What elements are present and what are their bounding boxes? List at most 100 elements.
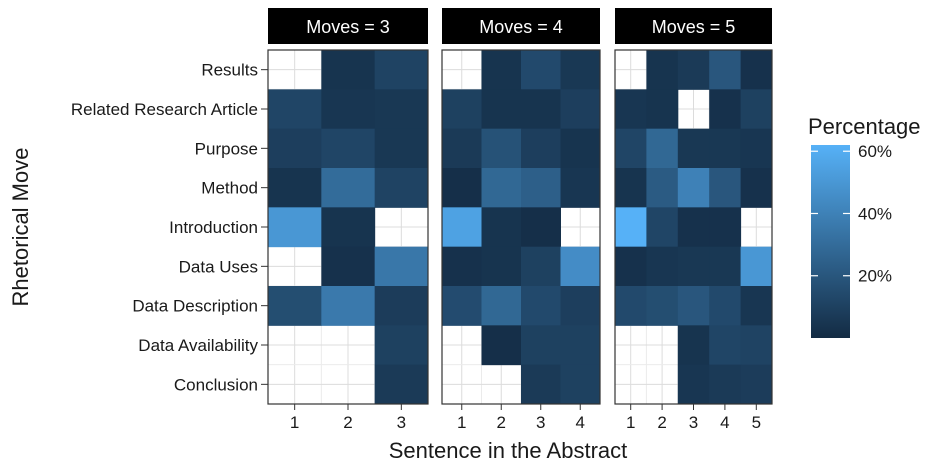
heatmap-tile [321,207,376,248]
heatmap-tile [521,50,561,90]
heatmap-tile [481,50,522,90]
y-tick-label: Results [201,61,258,80]
heatmap-tile [709,128,742,169]
heatmap-tile [646,128,679,169]
y-tick-label: Related Research Article [71,100,258,119]
heatmap-tile [321,286,376,326]
heatmap-tile [374,325,429,366]
heatmap-tile [560,325,601,366]
heatmap-tile [521,364,561,405]
heatmap-tile [560,168,601,208]
heatmap-tile [521,207,561,248]
heatmap-tile [677,128,710,169]
heatmap-tile [268,128,322,169]
heatmap-tile [442,128,482,169]
heatmap-tile [374,50,429,90]
heatmap-tile [321,168,376,208]
heatmap-tile [615,168,647,208]
x-tick-label: 1 [457,413,466,432]
heatmap-tile [560,50,601,90]
heatmap-tile [740,50,773,90]
heatmap-tile [442,89,482,130]
x-tick-label: 5 [752,413,761,432]
heatmap-tile [442,207,482,248]
x-tick-label: 4 [720,413,729,432]
heatmap-tile [709,207,742,248]
legend-tick-label: 40% [858,204,892,223]
heatmap-tile [374,168,429,208]
x-tick-label: 3 [536,413,545,432]
heatmap-tile [560,128,601,169]
heatmap-tile [646,207,679,248]
heatmap-tile [374,128,429,169]
heatmap-tile [481,89,522,130]
y-tick-label: Data Availability [138,336,258,355]
heatmap-tile [560,286,601,326]
heatmap-tile [321,246,376,287]
heatmap-tile [740,128,773,169]
facet-strip [615,8,772,44]
legend-tick-label: 60% [858,142,892,161]
facet-label: Moves = 4 [479,17,563,37]
heatmap-tile [740,89,773,130]
heatmap-tile [677,246,710,287]
heatmap-tile [677,364,710,405]
heatmap-tile [740,286,773,326]
x-tick-label: 3 [689,413,698,432]
heatmap-tile [709,50,742,90]
heatmap-tile [560,364,601,405]
y-tick-label: Introduction [169,218,258,237]
x-tick-label: 1 [626,413,635,432]
heatmap-tile [442,168,482,208]
x-axis-title: Sentence in the Abstract [389,438,628,461]
y-tick-label: Data Description [132,297,258,316]
heatmap-tile [481,128,522,169]
heatmap-tile [374,246,429,287]
heatmap-tile [321,50,376,90]
heatmap-tile [646,168,679,208]
y-axis-title: Rhetorical Move [8,148,33,307]
y-tick-label: Purpose [195,139,258,158]
heatmap-tile [521,286,561,326]
legend-colorbar [811,145,850,338]
heatmap-tile [615,286,647,326]
heatmap-tile [646,50,679,90]
x-tick-label: 2 [343,413,352,432]
heatmap-tile [321,89,376,130]
heatmap-tile [521,246,561,287]
heatmap-tile [442,286,482,326]
facet-label: Moves = 5 [652,17,736,37]
heatmap-tile [268,207,322,248]
heatmap-tile [709,89,742,130]
heatmap-tile [677,325,710,366]
heatmap-tile [481,286,522,326]
heatmap-tile [740,364,773,405]
heatmap-tile [709,246,742,287]
heatmap-tile [615,128,647,169]
heatmap-tile [268,286,322,326]
heatmap-tile [521,325,561,366]
x-tick-label: 2 [657,413,666,432]
facet-strip [268,8,428,44]
heatmap-tile [481,207,522,248]
x-tick-label: 3 [397,413,406,432]
legend-tick-label: 20% [858,267,892,286]
heatmap-tile [374,89,429,130]
y-tick-label: Conclusion [174,375,258,394]
heatmap-tile [677,168,710,208]
heatmap-tile [481,168,522,208]
heatmap-tile [740,246,773,287]
heatmap-tile [646,89,679,130]
x-tick-label: 2 [497,413,506,432]
heatmap-tile [560,89,601,130]
heatmap-tile [521,128,561,169]
heatmap-tile [709,325,742,366]
heatmap-tile [615,246,647,287]
heatmap-tile [709,364,742,405]
heatmap-tile [268,168,322,208]
heatmap-tile [709,168,742,208]
heatmap-tile [481,246,522,287]
heatmap-tile [268,89,322,130]
